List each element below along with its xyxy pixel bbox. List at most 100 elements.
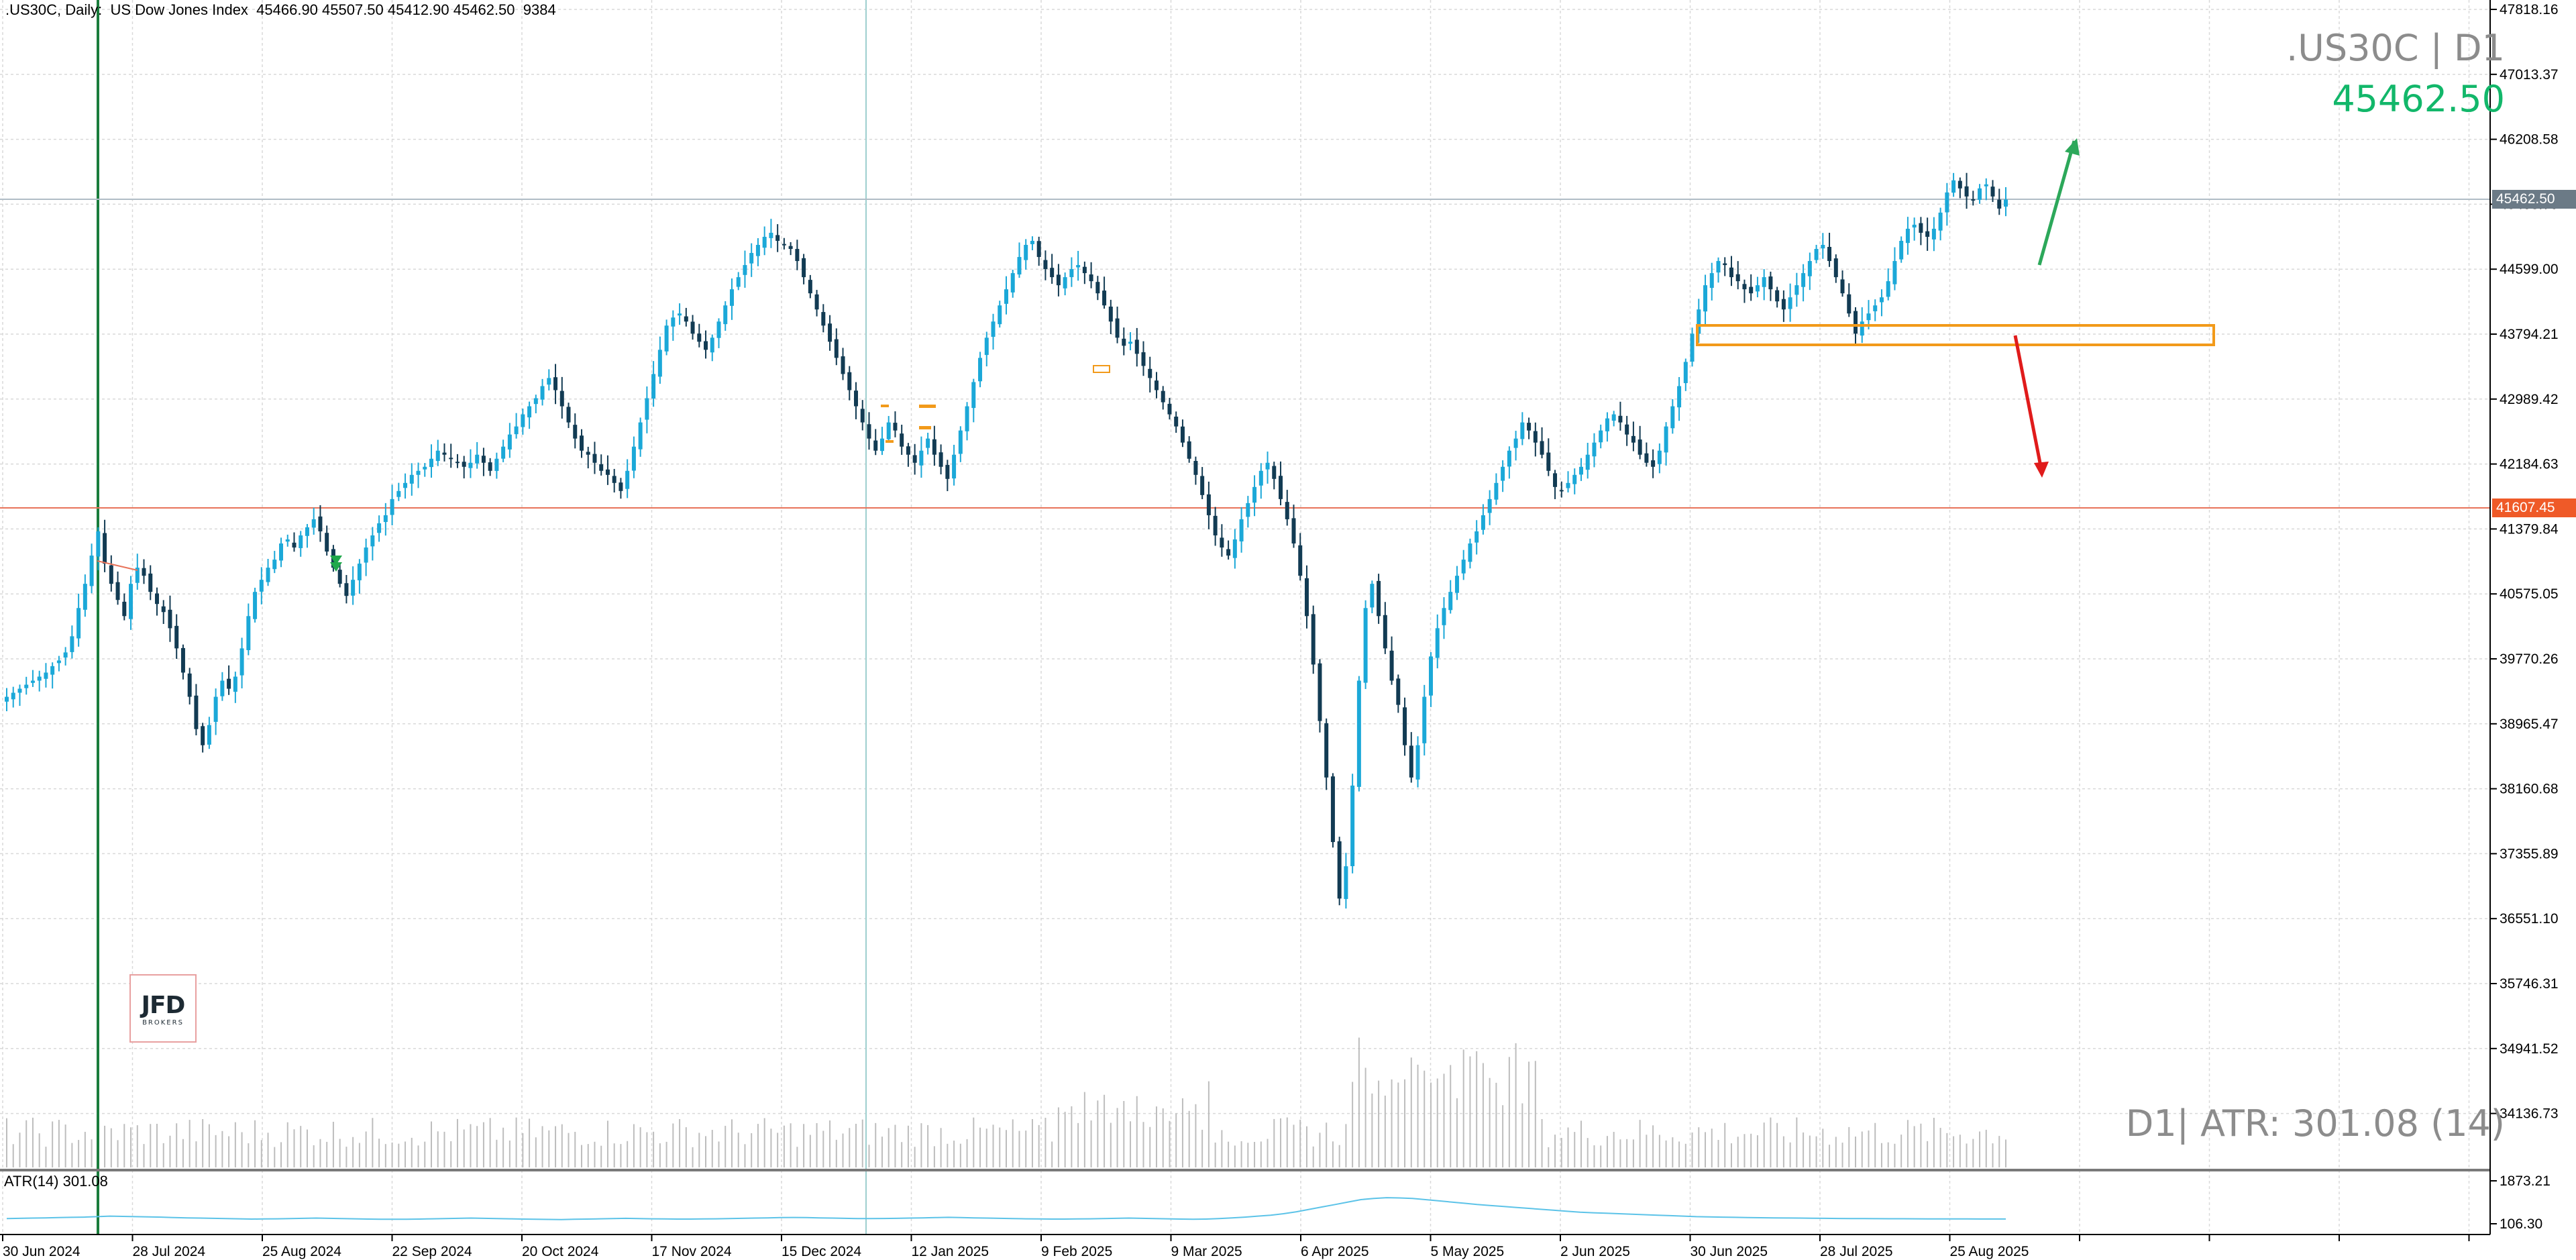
candle-body: [873, 440, 878, 451]
signal-markers: [97, 365, 1110, 572]
symbol-timeframe-label: .US30C | D1: [2286, 27, 2505, 69]
candle-body: [814, 294, 819, 310]
x-tick-label: 15 Dec 2024: [782, 1244, 861, 1259]
candle-body: [1520, 422, 1525, 439]
candle-body: [1860, 321, 1864, 336]
candle-body: [1089, 274, 1093, 282]
y-tick-label: 35746.31: [2500, 976, 2559, 992]
candle-body: [926, 438, 930, 448]
candle-body: [1984, 184, 1988, 187]
candle-body: [187, 673, 192, 697]
candle-body: [1951, 180, 1956, 193]
candle-body: [1337, 841, 1342, 899]
candle-body: [1709, 273, 1714, 288]
candle-body: [553, 377, 558, 390]
candle-body: [1905, 228, 1910, 244]
candle-body: [1762, 277, 1766, 287]
candle-body: [749, 253, 754, 264]
candle-body: [1200, 476, 1205, 495]
candle-body: [507, 434, 512, 450]
candle-body: [886, 422, 891, 439]
candle-body: [1396, 678, 1401, 705]
current-price-label: 45462.50: [2332, 78, 2505, 120]
candle-body: [729, 289, 734, 306]
candle-body: [919, 450, 924, 466]
candle-body: [488, 462, 492, 471]
y-tick-label: 42989.42: [2500, 392, 2559, 407]
candle-body: [148, 573, 153, 592]
candle-body: [11, 692, 15, 700]
candle-body: [1122, 338, 1126, 346]
candle-body: [1827, 246, 1832, 262]
candle-body: [841, 356, 845, 374]
y-tick-label: 36551.10: [2500, 911, 2559, 927]
candle-body: [1690, 333, 1695, 362]
x-tick-label: 5 May 2025: [1431, 1244, 1505, 1259]
candle-body: [1559, 490, 1564, 492]
candle-body: [1265, 462, 1270, 470]
up-arrow-line: [2037, 140, 2076, 266]
candle-body: [1017, 257, 1022, 275]
candle-body: [311, 519, 316, 528]
candle-body: [1625, 424, 1629, 435]
candle-body: [50, 666, 55, 675]
x-tick-label: 28 Jul 2024: [133, 1244, 206, 1259]
candle-body: [1370, 584, 1375, 608]
candle-body: [1553, 473, 1558, 487]
candle-body: [1899, 240, 1904, 260]
candle-body: [716, 321, 721, 338]
candle-body: [1356, 680, 1361, 787]
candle-body: [213, 696, 218, 722]
candle-body: [1442, 608, 1446, 625]
candle-body: [1128, 342, 1133, 344]
candle-body: [96, 531, 101, 557]
candle-body: [1069, 269, 1074, 278]
candle-body: [239, 648, 244, 676]
y-tick-label: 47818.16: [2500, 2, 2559, 17]
candle-body: [1801, 273, 1806, 287]
candle-body: [207, 725, 211, 745]
candle-body: [449, 458, 453, 460]
candle-body: [879, 438, 884, 452]
candle-body: [1187, 441, 1191, 459]
candle-body: [808, 280, 812, 294]
candle-body: [161, 606, 166, 613]
candle-body: [723, 305, 728, 325]
candle-body: [70, 636, 74, 652]
up-arrow-head: [2065, 138, 2080, 156]
support-zone-rectangle[interactable]: [1696, 324, 2215, 346]
candle-body: [736, 277, 741, 287]
candle-body: [1546, 452, 1551, 471]
candle-body: [893, 423, 898, 431]
candle-body: [1618, 415, 1623, 423]
candle-body: [266, 568, 270, 582]
candle-body: [1180, 426, 1185, 443]
candle-body: [847, 372, 852, 390]
candle-body: [1533, 431, 1538, 443]
candle-body: [279, 543, 284, 561]
candle-body: [1213, 515, 1218, 536]
candle-body: [755, 244, 760, 256]
candle-body: [1252, 486, 1257, 503]
candle-body: [952, 454, 957, 479]
candle-body: [154, 593, 159, 605]
candle-body: [30, 680, 35, 683]
candle-body: [521, 414, 525, 427]
candle-body: [1389, 650, 1394, 681]
candle-body: [37, 676, 42, 681]
candle-body: [1957, 180, 1962, 189]
jfd-brokers-logo[interactable]: JFD BROKERS: [129, 974, 197, 1043]
candle-body: [1239, 519, 1244, 541]
candle-body: [1781, 299, 1786, 310]
candle-body: [1344, 866, 1348, 899]
candle-body: [1664, 426, 1668, 453]
candle-body: [1873, 305, 1878, 311]
candle-body: [998, 305, 1002, 325]
y-tick-label: 47013.37: [2500, 67, 2559, 83]
candle-body: [1141, 352, 1146, 366]
candle-body: [122, 601, 127, 617]
candle-body: [821, 312, 826, 326]
candle-body: [233, 676, 237, 692]
candle-body: [1494, 482, 1499, 500]
